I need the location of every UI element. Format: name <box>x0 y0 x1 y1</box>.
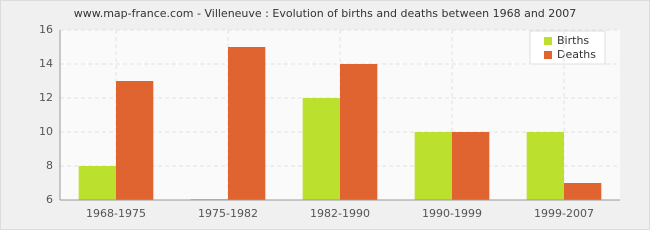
legend-swatch <box>544 37 552 45</box>
chart-title: www.map-france.com - Villeneuve : Evolut… <box>74 7 577 20</box>
x-tick-label: 1982-1990 <box>310 207 370 220</box>
legend-label: Births <box>557 34 589 47</box>
bar <box>452 132 490 200</box>
y-tick-label: 14 <box>39 57 53 70</box>
bar <box>78 166 116 200</box>
bar <box>302 98 340 200</box>
bar <box>526 132 564 200</box>
x-tick-label: 1999-2007 <box>534 207 594 220</box>
y-tick-label: 8 <box>46 159 53 172</box>
y-tick-label: 12 <box>39 91 53 104</box>
chart: www.map-france.com - Villeneuve : Evolut… <box>0 0 650 230</box>
bar <box>564 183 602 200</box>
x-tick-label: 1975-1982 <box>198 207 258 220</box>
legend-swatch <box>544 51 552 59</box>
legend-box <box>529 30 606 65</box>
y-tick-label: 6 <box>46 193 53 206</box>
bar <box>340 64 378 200</box>
bar <box>414 132 452 200</box>
x-tick-label: 1990-1999 <box>422 207 482 220</box>
x-tick-label: 1968-1975 <box>86 207 146 220</box>
legend-label: Deaths <box>557 48 596 61</box>
y-tick-label: 10 <box>39 125 53 138</box>
bar <box>116 81 154 200</box>
y-tick-label: 16 <box>39 23 53 36</box>
bar <box>228 47 266 200</box>
